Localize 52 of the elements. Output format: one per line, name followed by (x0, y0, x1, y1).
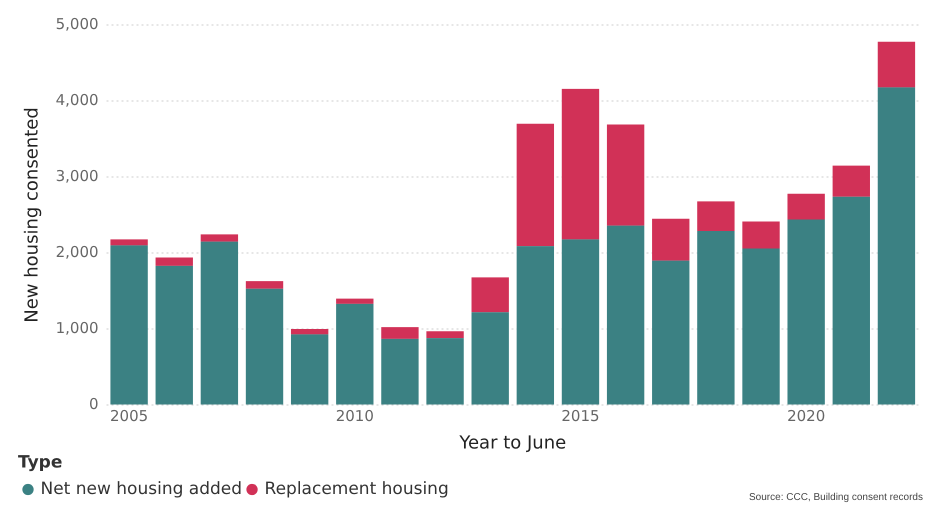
bar (562, 239, 600, 404)
bar (562, 88, 600, 240)
y-tick-label: 3,000 (56, 166, 99, 185)
bar (426, 331, 464, 338)
bar (200, 234, 238, 242)
bar (652, 260, 690, 404)
x-axis-title: Year to June (458, 432, 566, 454)
bar (472, 277, 509, 312)
bar (516, 246, 554, 404)
bar (156, 258, 193, 266)
bar (606, 124, 644, 226)
bar (878, 87, 916, 404)
x-tick-label: 2020 (787, 406, 826, 425)
bar (606, 226, 644, 404)
source-note: Source: CCC, Building consent records (749, 492, 923, 503)
legend-label: Net new housing added (40, 478, 242, 499)
y-tick-label: 0 (88, 394, 99, 413)
legend-title: Type (18, 452, 62, 473)
bar (290, 329, 328, 334)
bar (246, 288, 284, 404)
bar (697, 230, 735, 404)
bar (381, 338, 419, 404)
bar (246, 281, 284, 289)
bar (742, 221, 780, 248)
bar (742, 248, 780, 404)
x-tick-label: 2005 (110, 406, 148, 425)
x-tick-label: 2015 (561, 406, 600, 425)
bar (110, 239, 148, 246)
bar (200, 242, 238, 404)
bar (381, 327, 419, 339)
y-tick-label: 4,000 (56, 90, 99, 109)
y-axis-title: New housing consented (21, 107, 42, 323)
bar (832, 196, 870, 404)
bar (156, 266, 193, 404)
bar (652, 218, 690, 261)
bar (336, 304, 374, 404)
bar (426, 338, 464, 404)
bar (290, 334, 328, 404)
bar (878, 42, 916, 88)
bar (110, 245, 148, 404)
bar (472, 312, 509, 404)
y-tick-label: 1,000 (56, 318, 99, 337)
legend-label: Replacement housing (264, 478, 449, 499)
bar (336, 298, 374, 304)
bar (516, 124, 554, 246)
bar (697, 201, 735, 231)
bar (787, 220, 825, 404)
bar (787, 194, 825, 220)
x-tick-label: 2010 (336, 406, 374, 425)
bar (832, 166, 870, 197)
y-tick-label: 2,000 (56, 242, 99, 261)
y-tick-label: 5,000 (56, 14, 99, 33)
